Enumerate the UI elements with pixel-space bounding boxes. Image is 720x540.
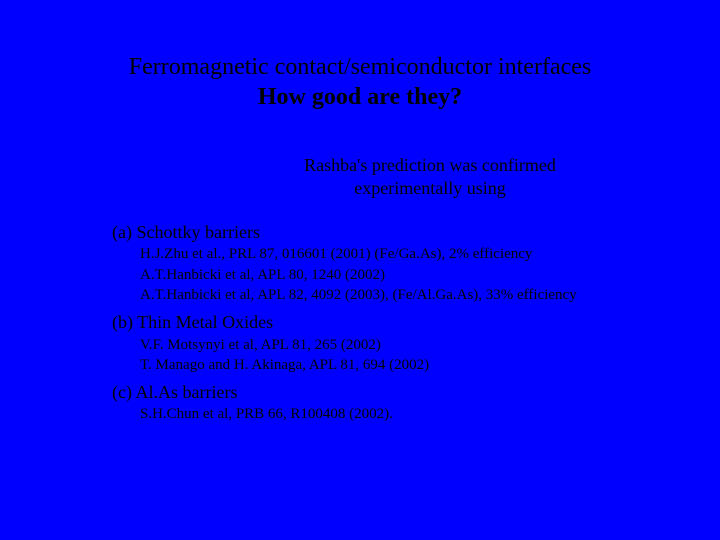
section-a-refs: H.J.Zhu et al., PRL 87, 016601 (2001) (F… [140, 244, 720, 305]
title-block: Ferromagnetic contact/semiconductor inte… [0, 0, 720, 112]
slide: Ferromagnetic contact/semiconductor inte… [0, 0, 720, 540]
section-c-refs: S.H.Chun et al, PRB 66, R100408 (2002). [140, 404, 720, 424]
ref-item: A.T.Hanbicki et al, APL 82, 4092 (2003),… [140, 285, 720, 305]
prediction-line2: experimentally using [140, 177, 720, 200]
ref-item: T. Manago and H. Akinaga, APL 81, 694 (2… [140, 355, 720, 375]
ref-item: H.J.Zhu et al., PRL 87, 016601 (2001) (F… [140, 244, 720, 264]
section-a-heading: (a) Schottky barriers [112, 221, 720, 244]
title-line1: Ferromagnetic contact/semiconductor inte… [0, 52, 720, 82]
body: (a) Schottky barriers H.J.Zhu et al., PR… [112, 221, 720, 425]
prediction-line1: Rashba's prediction was confirmed [140, 154, 720, 177]
ref-item: S.H.Chun et al, PRB 66, R100408 (2002). [140, 404, 720, 424]
section-b-heading: (b) Thin Metal Oxides [112, 311, 720, 334]
title-line2: How good are they? [0, 82, 720, 112]
ref-item: A.T.Hanbicki et al, APL 80, 1240 (2002) [140, 265, 720, 285]
ref-item: V.F. Motsynyi et al, APL 81, 265 (2002) [140, 335, 720, 355]
prediction-block: Rashba's prediction was confirmed experi… [140, 154, 720, 199]
section-b-refs: V.F. Motsynyi et al, APL 81, 265 (2002) … [140, 335, 720, 376]
section-c-heading: (c) Al.As barriers [112, 381, 720, 404]
